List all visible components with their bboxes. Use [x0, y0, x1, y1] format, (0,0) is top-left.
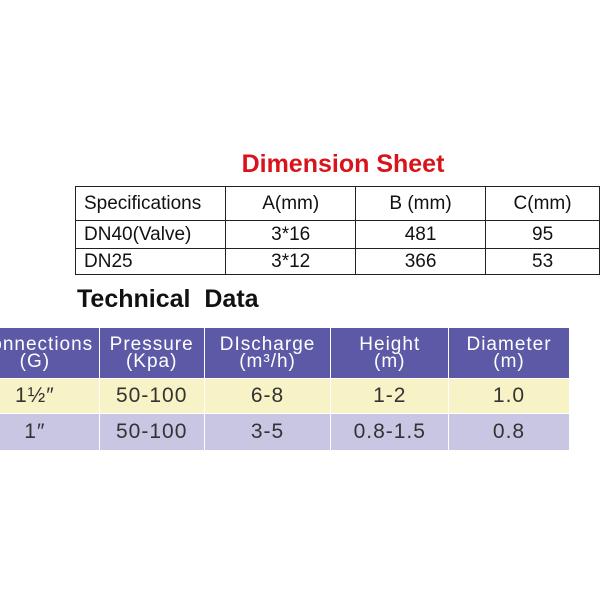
table-cell: B (mm) [354, 186, 487, 221]
table-cell: 50-100 [98, 378, 205, 414]
table-cell: C(mm) [485, 186, 600, 221]
table-row: DN40(Valve) 3*16 481 95 [74, 220, 600, 249]
header-label: Height [359, 334, 421, 355]
table-cell: 0.8-1.5 [330, 413, 450, 451]
header-cell: DIscharge (m³/h) [203, 327, 332, 379]
table-cell: 1.0 [448, 378, 570, 414]
table-cell: 1-2 [330, 378, 450, 414]
header-label: Pressure [109, 334, 194, 355]
table-cell: 3*16 [225, 220, 356, 249]
table-cell: 3*12 [225, 248, 356, 275]
header-unit: (m) [374, 351, 406, 372]
technical-table: Connections(G)Pressure(Kpa)DIscharge(m³/… [0, 327, 570, 451]
header-label: Diameter [466, 334, 552, 355]
table-cell: 0.8 [448, 413, 570, 451]
header-label: Connections [0, 334, 94, 355]
table-cell: Specifications [74, 186, 227, 221]
header-unit: (G) [19, 351, 51, 372]
header-cell: Height (m) [330, 327, 450, 379]
table-cell: DN25 [74, 248, 227, 275]
table-cell: 1½″ [0, 378, 100, 414]
table-cell: 3-5 [203, 413, 332, 451]
technical-table-frame: Connections(G)Pressure(Kpa)DIscharge(m³/… [0, 327, 600, 451]
table-cell: 53 [485, 248, 600, 275]
dimension-title: Dimension Sheet [241, 150, 445, 178]
table-row: DN25 3*12 366 53 [74, 248, 600, 275]
table-cell: A(mm) [225, 186, 356, 221]
header-unit: (Kpa) [125, 351, 178, 372]
table-cell: 6-8 [203, 378, 332, 414]
header-unit: (m³/h) [239, 351, 296, 372]
technical-title: Technical Data [77, 285, 259, 313]
table-cell: DN40(Valve) [74, 220, 227, 249]
table-cell: 366 [354, 248, 487, 275]
table-cell: 95 [485, 220, 600, 249]
table-row: 1½″ 50-100 6-8 1-2 1.0 [0, 378, 570, 414]
header-cell: Pressure (Kpa) [98, 327, 205, 379]
table-cell: 1″ [0, 413, 100, 451]
table-cell: 481 [354, 220, 487, 249]
table-header-row: Connections(G)Pressure(Kpa)DIscharge(m³/… [0, 327, 570, 379]
table-row: 1″ 50-100 3-5 0.8-1.5 0.8 [0, 413, 570, 451]
header-cell: Diameter (m) [448, 327, 570, 379]
table-cell: 50-100 [98, 413, 205, 451]
header-unit: (m) [493, 351, 525, 372]
header-label: DIscharge [219, 334, 316, 355]
dimension-table: Specifications A(mm) B (mm) C(mm) DN40(Valve… [74, 186, 600, 275]
table-row: Specifications A(mm) B (mm) C(mm) [74, 186, 600, 221]
header-cell: Connections(G) [0, 327, 100, 379]
